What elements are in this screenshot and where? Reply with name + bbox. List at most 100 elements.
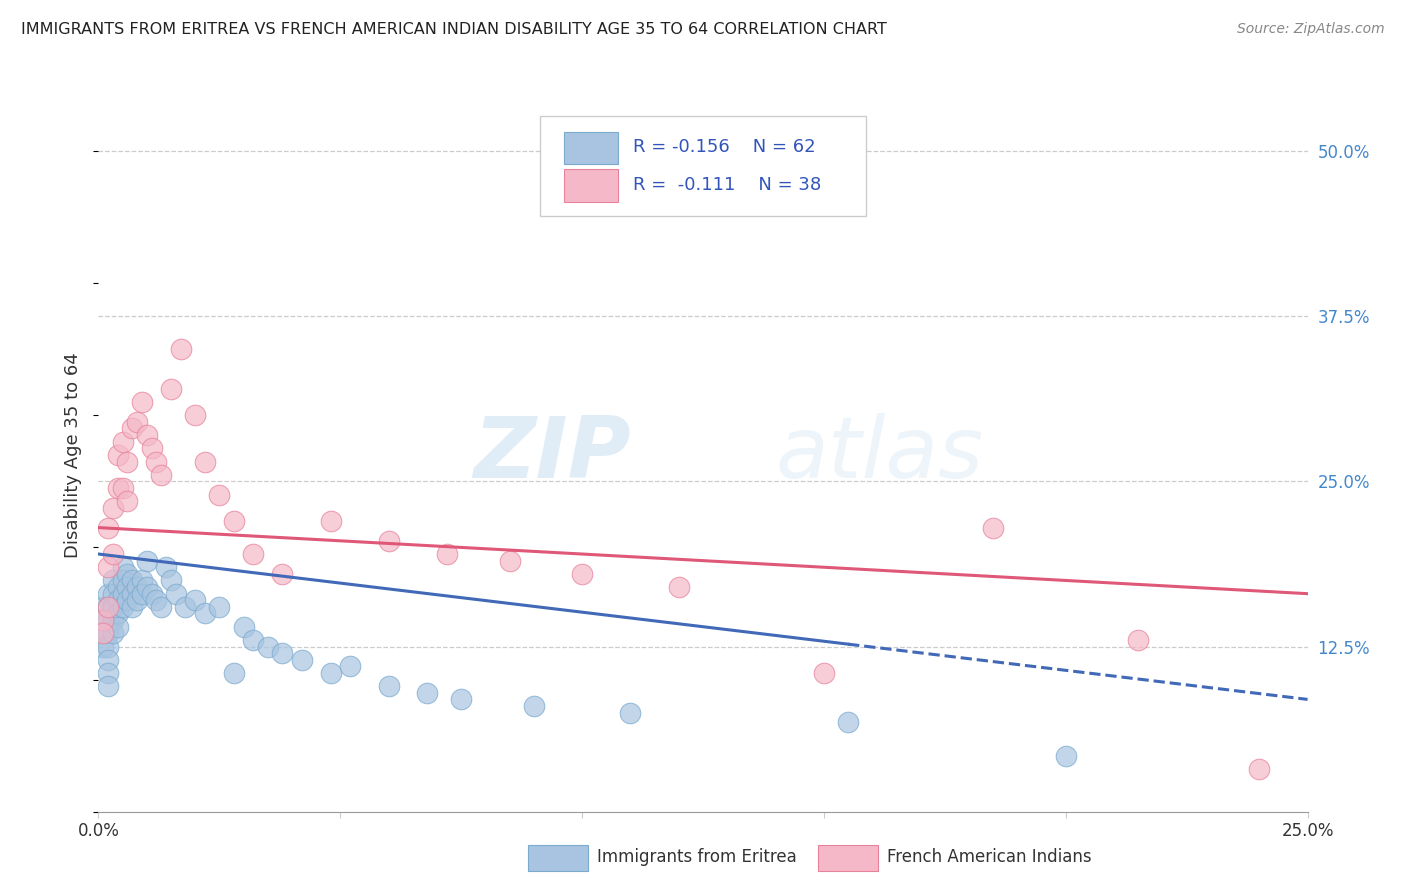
Point bbox=[668, 580, 690, 594]
Point bbox=[91, 626, 114, 640]
Point bbox=[97, 626, 120, 640]
Point bbox=[135, 580, 157, 594]
Point bbox=[111, 481, 134, 495]
Point bbox=[160, 382, 183, 396]
Point bbox=[117, 454, 139, 468]
Point bbox=[271, 646, 294, 660]
Point bbox=[91, 640, 114, 654]
FancyBboxPatch shape bbox=[564, 132, 619, 164]
Point bbox=[184, 593, 207, 607]
Point bbox=[101, 626, 124, 640]
Point bbox=[111, 587, 134, 601]
Point bbox=[107, 593, 129, 607]
Point bbox=[97, 679, 120, 693]
Point bbox=[91, 599, 114, 614]
Point bbox=[319, 665, 342, 680]
Point bbox=[135, 554, 157, 568]
Point bbox=[271, 566, 294, 581]
Point bbox=[571, 566, 593, 581]
Point bbox=[91, 613, 114, 627]
Point bbox=[121, 421, 143, 435]
Point bbox=[377, 533, 399, 548]
Point bbox=[101, 599, 124, 614]
Text: R =  -0.111    N = 38: R = -0.111 N = 38 bbox=[633, 177, 821, 194]
Point bbox=[450, 692, 472, 706]
Point bbox=[111, 560, 134, 574]
Point bbox=[101, 587, 124, 601]
Point bbox=[121, 574, 143, 588]
Point bbox=[101, 574, 124, 588]
Y-axis label: Disability Age 35 to 64: Disability Age 35 to 64 bbox=[65, 352, 83, 558]
Point bbox=[222, 665, 245, 680]
Point bbox=[174, 599, 197, 614]
Point bbox=[111, 574, 134, 588]
Point bbox=[127, 415, 149, 429]
Point bbox=[837, 714, 859, 729]
Point bbox=[97, 520, 120, 534]
Point bbox=[107, 580, 129, 594]
Point bbox=[1249, 763, 1271, 777]
Point bbox=[91, 626, 114, 640]
Point bbox=[256, 640, 278, 654]
Point bbox=[160, 574, 183, 588]
Point bbox=[97, 653, 120, 667]
Point bbox=[436, 547, 458, 561]
Point bbox=[101, 613, 124, 627]
Point bbox=[377, 679, 399, 693]
Point bbox=[523, 698, 546, 713]
Point bbox=[127, 593, 149, 607]
Point bbox=[169, 342, 191, 356]
Point bbox=[145, 593, 167, 607]
Point bbox=[107, 481, 129, 495]
Point bbox=[111, 599, 134, 614]
Point bbox=[339, 659, 361, 673]
Point bbox=[111, 434, 134, 449]
Point bbox=[1128, 632, 1150, 647]
Text: ZIP: ZIP bbox=[472, 413, 630, 497]
Point bbox=[208, 487, 231, 501]
Point bbox=[135, 428, 157, 442]
Text: atlas: atlas bbox=[776, 413, 984, 497]
Point bbox=[127, 580, 149, 594]
Point bbox=[107, 448, 129, 462]
Point bbox=[107, 620, 129, 634]
Point bbox=[194, 607, 217, 621]
Point bbox=[121, 599, 143, 614]
FancyBboxPatch shape bbox=[564, 169, 619, 202]
Point bbox=[165, 587, 187, 601]
Point bbox=[117, 494, 139, 508]
Point bbox=[97, 599, 120, 614]
Point bbox=[1054, 749, 1077, 764]
Point bbox=[141, 587, 163, 601]
Point bbox=[97, 665, 120, 680]
FancyBboxPatch shape bbox=[540, 116, 866, 216]
Point bbox=[145, 454, 167, 468]
Point bbox=[155, 560, 177, 574]
Point bbox=[101, 547, 124, 561]
Point bbox=[91, 613, 114, 627]
Text: IMMIGRANTS FROM ERITREA VS FRENCH AMERICAN INDIAN DISABILITY AGE 35 TO 64 CORREL: IMMIGRANTS FROM ERITREA VS FRENCH AMERIC… bbox=[21, 22, 887, 37]
Point bbox=[498, 554, 520, 568]
Text: Source: ZipAtlas.com: Source: ZipAtlas.com bbox=[1237, 22, 1385, 37]
Point bbox=[242, 547, 264, 561]
Point bbox=[97, 560, 120, 574]
Point bbox=[222, 514, 245, 528]
FancyBboxPatch shape bbox=[818, 846, 879, 871]
Point bbox=[97, 640, 120, 654]
Point bbox=[101, 500, 124, 515]
Point bbox=[290, 653, 312, 667]
Point bbox=[150, 467, 173, 482]
Point bbox=[117, 566, 139, 581]
Point bbox=[813, 665, 835, 680]
Point bbox=[416, 686, 439, 700]
Point bbox=[117, 593, 139, 607]
Point bbox=[97, 599, 120, 614]
Point bbox=[242, 632, 264, 647]
Point bbox=[194, 454, 217, 468]
FancyBboxPatch shape bbox=[527, 846, 588, 871]
Point bbox=[319, 514, 342, 528]
Point bbox=[232, 620, 254, 634]
Point bbox=[131, 574, 153, 588]
Point bbox=[150, 599, 173, 614]
Point bbox=[97, 613, 120, 627]
